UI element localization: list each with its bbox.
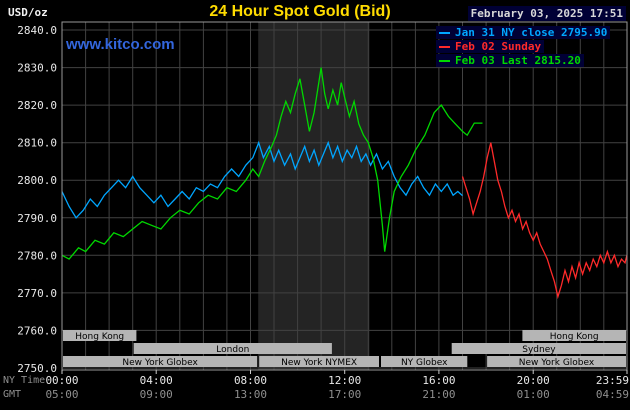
session-bar-label: Hong Kong [550, 332, 599, 342]
session-bar [381, 356, 468, 367]
session-bar-label: NY Globex [401, 358, 448, 368]
legend-label: Feb 02 Sunday [455, 40, 542, 53]
y-tick-label: 2750.0 [17, 362, 57, 375]
legend-line-swatch-icon [439, 31, 450, 34]
x-tick-label-ny: 16:00 [422, 374, 455, 387]
session-bar [259, 356, 379, 367]
session-bar [487, 356, 626, 367]
legend-line-swatch-icon [439, 59, 450, 62]
session-bar-label: New York NYMEX [281, 358, 357, 368]
x-tick-label-ny: 20:00 [517, 374, 550, 387]
legend-label: Feb 03 Last 2815.20 [455, 54, 581, 67]
y-tick-label: 2840.0 [17, 24, 57, 37]
y-tick-label: 2820.0 [17, 99, 57, 112]
y-tick-label: 2800.0 [17, 174, 57, 187]
x-tick-label-ny: 23:59 [596, 374, 629, 387]
legend-item-feb02: Feb 02 Sunday [436, 40, 545, 53]
y-tick-label: 2830.0 [17, 62, 57, 75]
x-tick-label-gmt: 17:00 [328, 388, 361, 401]
session-bar [133, 343, 332, 354]
session-bar-label: New York Globex [519, 358, 595, 368]
series-line-0 [62, 140, 463, 219]
x-tick-label-ny: 04:00 [140, 374, 173, 387]
y-tick-label: 2760.0 [17, 324, 57, 337]
legend-item-jan31: Jan 31 NY close 2795.90 [436, 26, 611, 39]
y-tick-label: 2790.0 [17, 212, 57, 225]
gmt-axis-label: GMT [3, 389, 22, 400]
session-bar [522, 330, 626, 341]
legend-label: Jan 31 NY close 2795.90 [455, 26, 608, 39]
x-tick-label-gmt: 05:00 [45, 388, 78, 401]
x-tick-label-ny: 00:00 [45, 374, 78, 387]
session-bar [451, 343, 626, 354]
ny-time-axis-label: NY Time [3, 375, 46, 386]
session-bar-label: Sydney [522, 345, 556, 355]
session-bar-label: Hong Kong [75, 332, 124, 342]
session-bar [63, 330, 137, 341]
x-tick-label-gmt: 09:00 [140, 388, 173, 401]
x-tick-label-ny: 12:00 [328, 374, 361, 387]
session-bar [63, 356, 258, 367]
kitco-watermark-link[interactable]: www.kitco.com [66, 36, 175, 53]
series-line-2 [62, 67, 483, 260]
x-tick-label-ny: 08:00 [234, 374, 267, 387]
y-tick-label: 2770.0 [17, 287, 57, 300]
y-tick-label: 2810.0 [17, 137, 57, 150]
series-group [62, 67, 627, 300]
x-tick-label-gmt: 01:00 [517, 388, 550, 401]
datetime-label: February 03, 2025 17:51 [467, 6, 626, 21]
legend-line-swatch-icon [439, 45, 450, 48]
y-tick-label: 2780.0 [17, 249, 57, 262]
x-tick-label-gmt: 13:00 [234, 388, 267, 401]
session-bar-label: New York Globex [122, 358, 198, 368]
x-tick-label-gmt: 21:00 [422, 388, 455, 401]
legend-item-feb03: Feb 03 Last 2815.20 [436, 54, 584, 67]
series-line-1 [461, 142, 627, 300]
chart-title: 24 Hour Spot Gold (Bid) [209, 3, 391, 20]
x-tick-label-gmt: 04:59 [596, 388, 629, 401]
session-bar-label: London [216, 345, 249, 355]
chart-legend: Jan 31 NY close 2795.90 Feb 02 Sunday Fe… [436, 26, 611, 67]
units-label: USD/oz [8, 6, 48, 19]
nymex-floor-session-band [258, 22, 370, 370]
